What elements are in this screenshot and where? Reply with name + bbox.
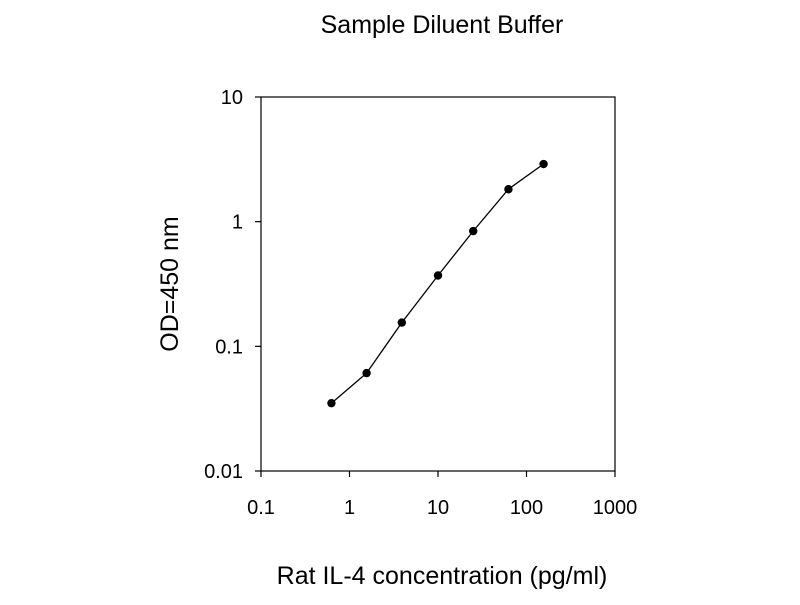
data-point [539, 159, 548, 169]
x-axis-ticks: 0.1 1 10 100 1000 [247, 471, 637, 519]
data-point [504, 185, 513, 194]
x-tick-label: 1 [344, 497, 355, 519]
y-tick-label: 0.1 [215, 336, 243, 358]
x-tick-label: 1000 [593, 497, 638, 519]
data-point [327, 398, 336, 408]
data-point [362, 368, 371, 378]
x-tick-label: 0.1 [247, 497, 275, 519]
y-tick-label: 10 [221, 87, 243, 109]
x-axis-label: Rat IL-4 concentration (pg/ml) [277, 562, 608, 590]
y-tick-label: 1 [232, 212, 243, 234]
data-point [469, 226, 478, 236]
plot-frame [260, 96, 616, 472]
data-point [397, 318, 407, 327]
series-line [330, 163, 544, 404]
chart-title: Sample Diluent Buffer [321, 11, 564, 39]
y-axis-ticks: 0.01 0.1 1 10 [204, 87, 261, 483]
data-point [433, 271, 443, 280]
y-axis-label: OD=450 nm [156, 216, 184, 352]
series-layer [327, 159, 548, 408]
x-tick-label: 10 [427, 497, 449, 519]
y-tick-label: 0.01 [204, 461, 243, 483]
x-tick-label: 100 [510, 497, 543, 519]
